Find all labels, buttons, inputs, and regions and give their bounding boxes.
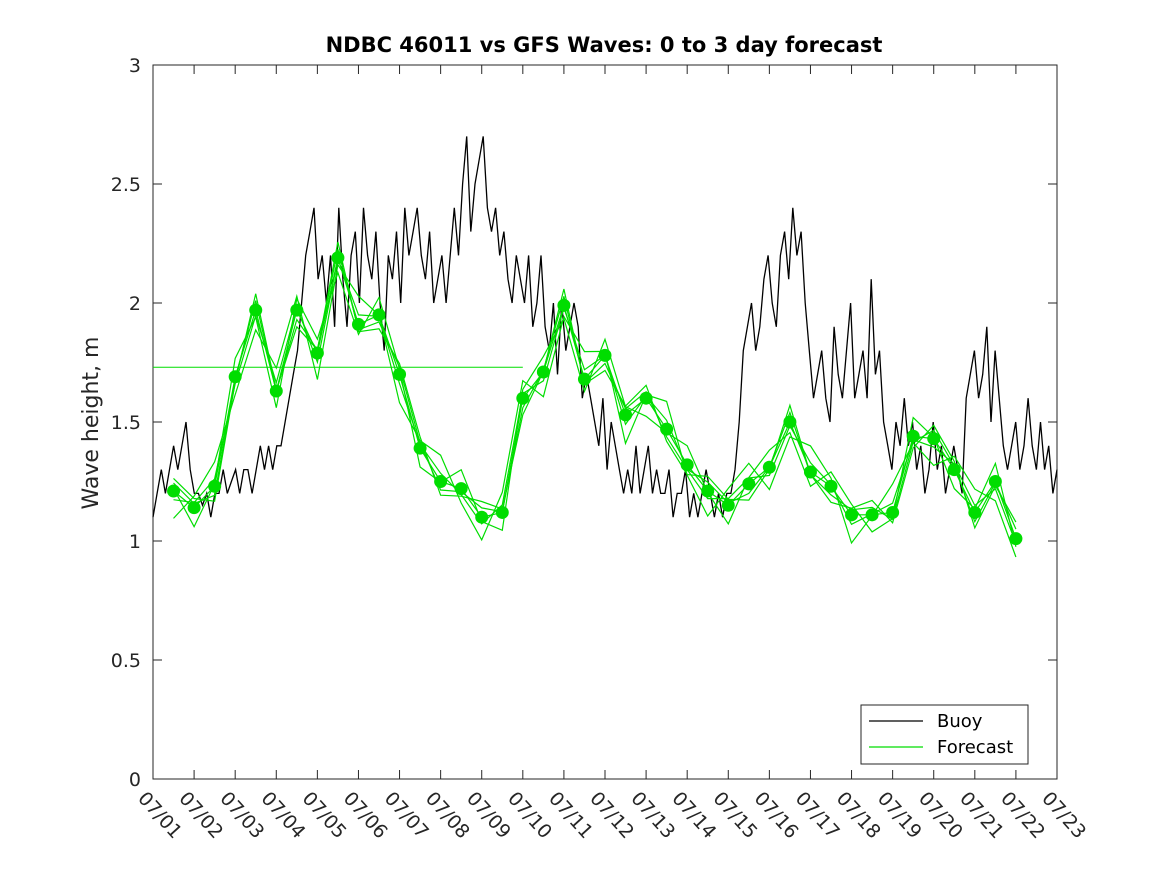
forecast-point — [598, 348, 612, 362]
y-tick-label: 2 — [129, 293, 141, 315]
forecast-point — [331, 251, 345, 265]
forecast-point — [290, 303, 304, 317]
forecast-point — [927, 432, 941, 446]
forecast-point — [988, 475, 1002, 488]
y-tick-label: 3 — [129, 55, 141, 77]
legend-label: Forecast — [937, 737, 1013, 758]
forecast-point — [187, 501, 201, 515]
forecast-point — [783, 415, 797, 429]
forecast-point — [393, 367, 407, 381]
forecast-point — [947, 463, 961, 477]
forecast-point — [721, 498, 735, 512]
forecast-point — [167, 484, 181, 498]
legend: Buoy Forecast — [860, 704, 1029, 765]
forecast-point — [865, 508, 879, 522]
forecast-point — [742, 477, 756, 491]
forecast-point — [310, 346, 324, 360]
forecast-point — [619, 408, 633, 422]
forecast-point — [1009, 532, 1023, 546]
forecast-point — [762, 460, 776, 474]
forecast-point — [208, 479, 222, 493]
y-tick-label: 2.5 — [111, 174, 141, 196]
y-tick-label: 1.5 — [111, 412, 141, 434]
forecast-point — [372, 308, 386, 322]
forecast-point — [249, 303, 263, 317]
forecast-point — [351, 317, 365, 331]
y-tick-label: 1 — [129, 531, 141, 553]
forecast-point — [516, 391, 530, 405]
forecast-point — [434, 475, 448, 488]
forecast-point — [454, 482, 468, 496]
legend-box — [860, 704, 1029, 765]
buoy-line — [152, 136, 1058, 518]
forecast-line — [173, 241, 1017, 530]
forecast-point — [269, 384, 283, 398]
y-tick-label: 0.5 — [111, 650, 141, 672]
forecast-point — [639, 391, 653, 405]
legend-label: Buoy — [937, 711, 983, 732]
forecast-point — [701, 484, 715, 498]
forecast-point — [495, 505, 509, 519]
y-tick-label: 0 — [129, 769, 141, 791]
forecast-point — [845, 508, 859, 522]
forecast-point — [228, 370, 242, 384]
forecast-point — [577, 372, 591, 386]
forecast-point — [536, 365, 550, 379]
forecast-point — [660, 422, 674, 436]
forecast-point — [557, 298, 571, 312]
forecast-point — [968, 505, 982, 519]
forecast-point — [680, 458, 694, 472]
y-axis-label: Wave height, m — [79, 337, 104, 510]
forecast-line — [172, 270, 1017, 547]
forecast-point — [413, 441, 427, 455]
chart-title: NDBC 46011 vs GFS Waves: 0 to 3 day fore… — [326, 33, 883, 57]
forecast-point — [475, 510, 489, 524]
forecast-point — [824, 479, 838, 493]
forecast-point — [803, 465, 817, 479]
forecast-point — [906, 429, 920, 443]
forecast-point — [886, 505, 900, 519]
